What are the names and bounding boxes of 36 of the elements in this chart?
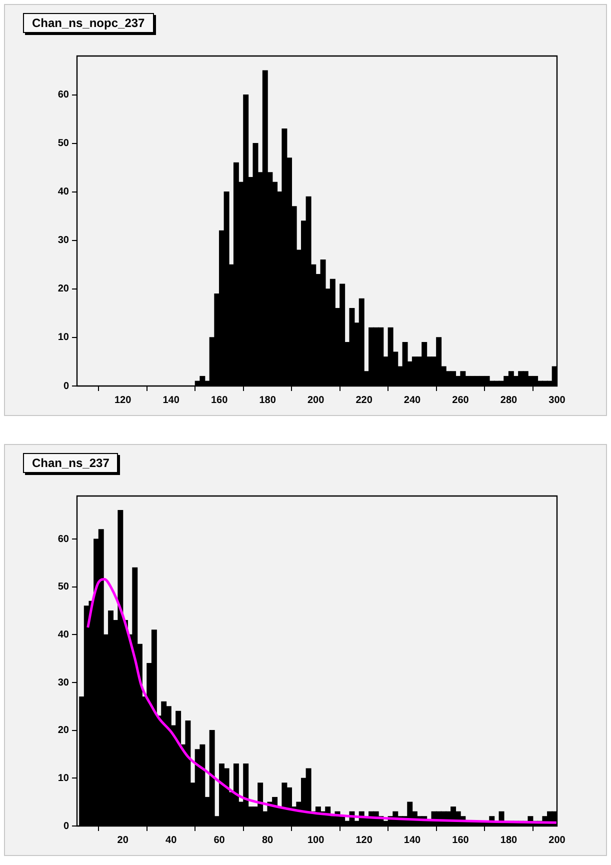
x-tick-label: 160 bbox=[210, 394, 228, 406]
x-tick-label: 200 bbox=[548, 834, 566, 846]
y-tick-label: 40 bbox=[58, 629, 70, 640]
y-tick-label: 0 bbox=[63, 380, 70, 392]
x-tick-label: 20 bbox=[117, 834, 129, 846]
x-tick-label: 240 bbox=[404, 394, 422, 406]
x-tick-label: 180 bbox=[259, 394, 276, 406]
chart-title: Chan_ns_nopc_237 bbox=[23, 13, 154, 33]
x-tick-label: 100 bbox=[307, 834, 325, 846]
y-tick-label: 20 bbox=[58, 284, 70, 295]
y-tick-label: 50 bbox=[58, 582, 70, 593]
x-tick-label: 220 bbox=[356, 394, 373, 406]
x-tick-label: 280 bbox=[500, 394, 518, 406]
y-tick-label: 10 bbox=[58, 772, 70, 784]
y-tick-label: 30 bbox=[58, 235, 70, 246]
x-tick-label: 260 bbox=[452, 394, 470, 406]
x-tick-label: 160 bbox=[452, 834, 470, 846]
x-tick-label: 40 bbox=[166, 834, 178, 846]
y-tick-label: 50 bbox=[58, 138, 70, 150]
x-tick-label: 140 bbox=[404, 834, 422, 846]
y-tick-label: 60 bbox=[58, 534, 70, 545]
x-tick-label: 120 bbox=[356, 834, 373, 846]
y-tick-label: 40 bbox=[58, 186, 70, 198]
x-tick-label: 300 bbox=[548, 394, 566, 406]
x-tick-label: 180 bbox=[500, 834, 518, 846]
x-tick-label: 120 bbox=[114, 394, 132, 406]
y-tick-label: 10 bbox=[58, 332, 70, 344]
y-tick-label: 20 bbox=[58, 725, 70, 736]
y-tick-label: 0 bbox=[63, 820, 70, 832]
x-tick-label: 140 bbox=[162, 394, 180, 406]
y-tick-label: 30 bbox=[58, 677, 70, 688]
y-tick-label: 60 bbox=[58, 90, 70, 101]
chart-title: Chan_ns_237 bbox=[23, 453, 118, 473]
x-tick-label: 80 bbox=[262, 834, 274, 846]
x-tick-label: 60 bbox=[214, 834, 226, 846]
x-tick-label: 200 bbox=[307, 394, 325, 406]
